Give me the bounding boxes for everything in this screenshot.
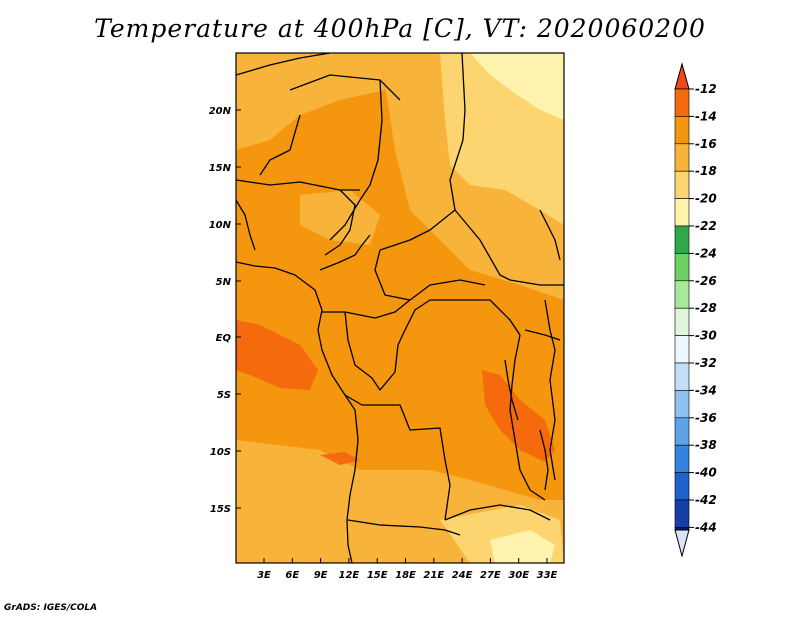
colorbar-label: -44: [695, 520, 717, 534]
lon-label: 12E: [339, 570, 360, 581]
latitude-axis: 20N 15N 10N 5N EQ 5S 10S 15S: [209, 106, 241, 515]
colorbar-swatch: [674, 198, 690, 227]
colorbar-swatch: [674, 444, 690, 473]
border-tanzania: [524, 329, 561, 341]
field-pale-band-ne: [470, 53, 564, 120]
colorbar-swatch: [674, 143, 690, 172]
border-sahara-east: [461, 53, 466, 141]
colorbar-swatch: [674, 362, 690, 391]
longitude-axis: 3E 6E 9E 12E 15E 18E 21E 24E 27E 30E 33E: [257, 558, 558, 581]
colorbar-swatch: [674, 390, 690, 419]
border-cameroon-south: [322, 299, 411, 319]
colorbar-swatch: [674, 499, 690, 528]
colorbar-swatch: [674, 280, 690, 309]
lat-label: 20N: [209, 106, 232, 117]
colorbar-label: -22: [695, 219, 717, 233]
lon-label: 21E: [423, 570, 444, 581]
colorbar: -12 -14 -16 -18 -20 -22 -24 -26 -28 -30 -32 -34 -36 -…: [674, 62, 717, 558]
colorbar-label: -34: [695, 383, 717, 397]
colorbar-label: -32: [695, 356, 717, 370]
colorbar-label: -28: [695, 301, 717, 315]
lon-label: 18E: [395, 570, 416, 581]
colorbar-swatch: [674, 307, 690, 336]
colorbar-swatch: [674, 170, 690, 199]
colorbar-swatch: [674, 225, 690, 254]
lat-label: 10N: [209, 220, 232, 231]
field-warm-patch-west: [236, 320, 318, 390]
border-algeria-niger: [289, 74, 401, 101]
border-drc-north: [404, 299, 521, 336]
border-congo: [344, 311, 406, 391]
border-niger-nigeria: [236, 179, 360, 191]
colorbar-label: -12: [695, 82, 717, 96]
lat-label: 15S: [210, 504, 231, 515]
colorbar-bottom-triangle: [674, 529, 690, 558]
border-angola-south: [347, 519, 461, 536]
colorbar-label: -36: [695, 411, 717, 425]
border-zambia: [444, 504, 551, 521]
border-drc-east: [509, 334, 546, 501]
lat-label: 15N: [209, 163, 232, 174]
lat-label: 5N: [216, 277, 232, 288]
colorbar-label: -16: [695, 137, 717, 151]
colorbar-label: -26: [695, 274, 717, 288]
lon-label: 6E: [285, 570, 299, 581]
border-angola-north: [344, 394, 446, 461]
border-lake-malawi: [539, 429, 549, 491]
country-borders: [236, 53, 564, 563]
field-warm-patch-east: [482, 370, 555, 462]
colorbar-swatch: [674, 472, 690, 501]
border-lake-east: [544, 299, 556, 481]
border-niger-chad: [259, 114, 301, 176]
colorbar-label: -40: [695, 466, 717, 480]
colorbar-swatch: [674, 335, 690, 364]
lon-label: 3E: [257, 570, 271, 581]
grads-credit: GrADS: IGES/COLA: [4, 603, 98, 613]
colorbar-label: -30: [695, 329, 717, 343]
border-cameroon: [319, 234, 371, 271]
colorbar-swatch: [674, 116, 690, 145]
lon-label: 30E: [508, 570, 529, 581]
colorbar-swatch: [674, 417, 690, 446]
border-lake-tanganyika: [504, 359, 519, 421]
lat-label: EQ: [216, 333, 232, 344]
colorbar-label: -20: [695, 192, 717, 206]
colorbar-label: -42: [695, 493, 717, 507]
border-sudan-ss: [454, 209, 564, 286]
colorbar-top-triangle: [674, 62, 690, 90]
colorbar-label: -14: [695, 109, 717, 123]
lon-label: 33E: [537, 570, 558, 581]
border-sudan-east: [539, 209, 561, 261]
lon-label: 9E: [314, 570, 328, 581]
lat-label: 10S: [210, 447, 231, 458]
border-nigeria-cameroon: [324, 189, 356, 256]
temperature-field: [236, 53, 564, 563]
field-warm-patch-small: [320, 452, 360, 465]
lon-label: 24E: [452, 570, 473, 581]
border-sahara-north: [236, 53, 331, 76]
field-mid-patch-center: [300, 190, 380, 245]
colorbar-label: -38: [695, 438, 717, 452]
lon-label: 27E: [480, 570, 501, 581]
chart-title: Temperature at 400hPa [C], VT: 202006020…: [94, 14, 706, 43]
border-west-coast: [236, 199, 256, 251]
colorbar-label: -18: [695, 164, 717, 178]
coastline-west: [236, 261, 359, 563]
colorbar-swatch: [674, 88, 690, 117]
border-chad-sudan: [379, 139, 464, 251]
border-chad-west: [329, 79, 383, 241]
field-pale-patch-south: [490, 530, 555, 563]
lon-label: 15E: [367, 570, 388, 581]
border-angola-east: [444, 459, 451, 521]
lat-label: 5S: [217, 390, 231, 401]
map-frame: [235, 52, 565, 564]
colorbar-label: -24: [695, 246, 717, 260]
colorbar-swatch: [674, 253, 690, 282]
